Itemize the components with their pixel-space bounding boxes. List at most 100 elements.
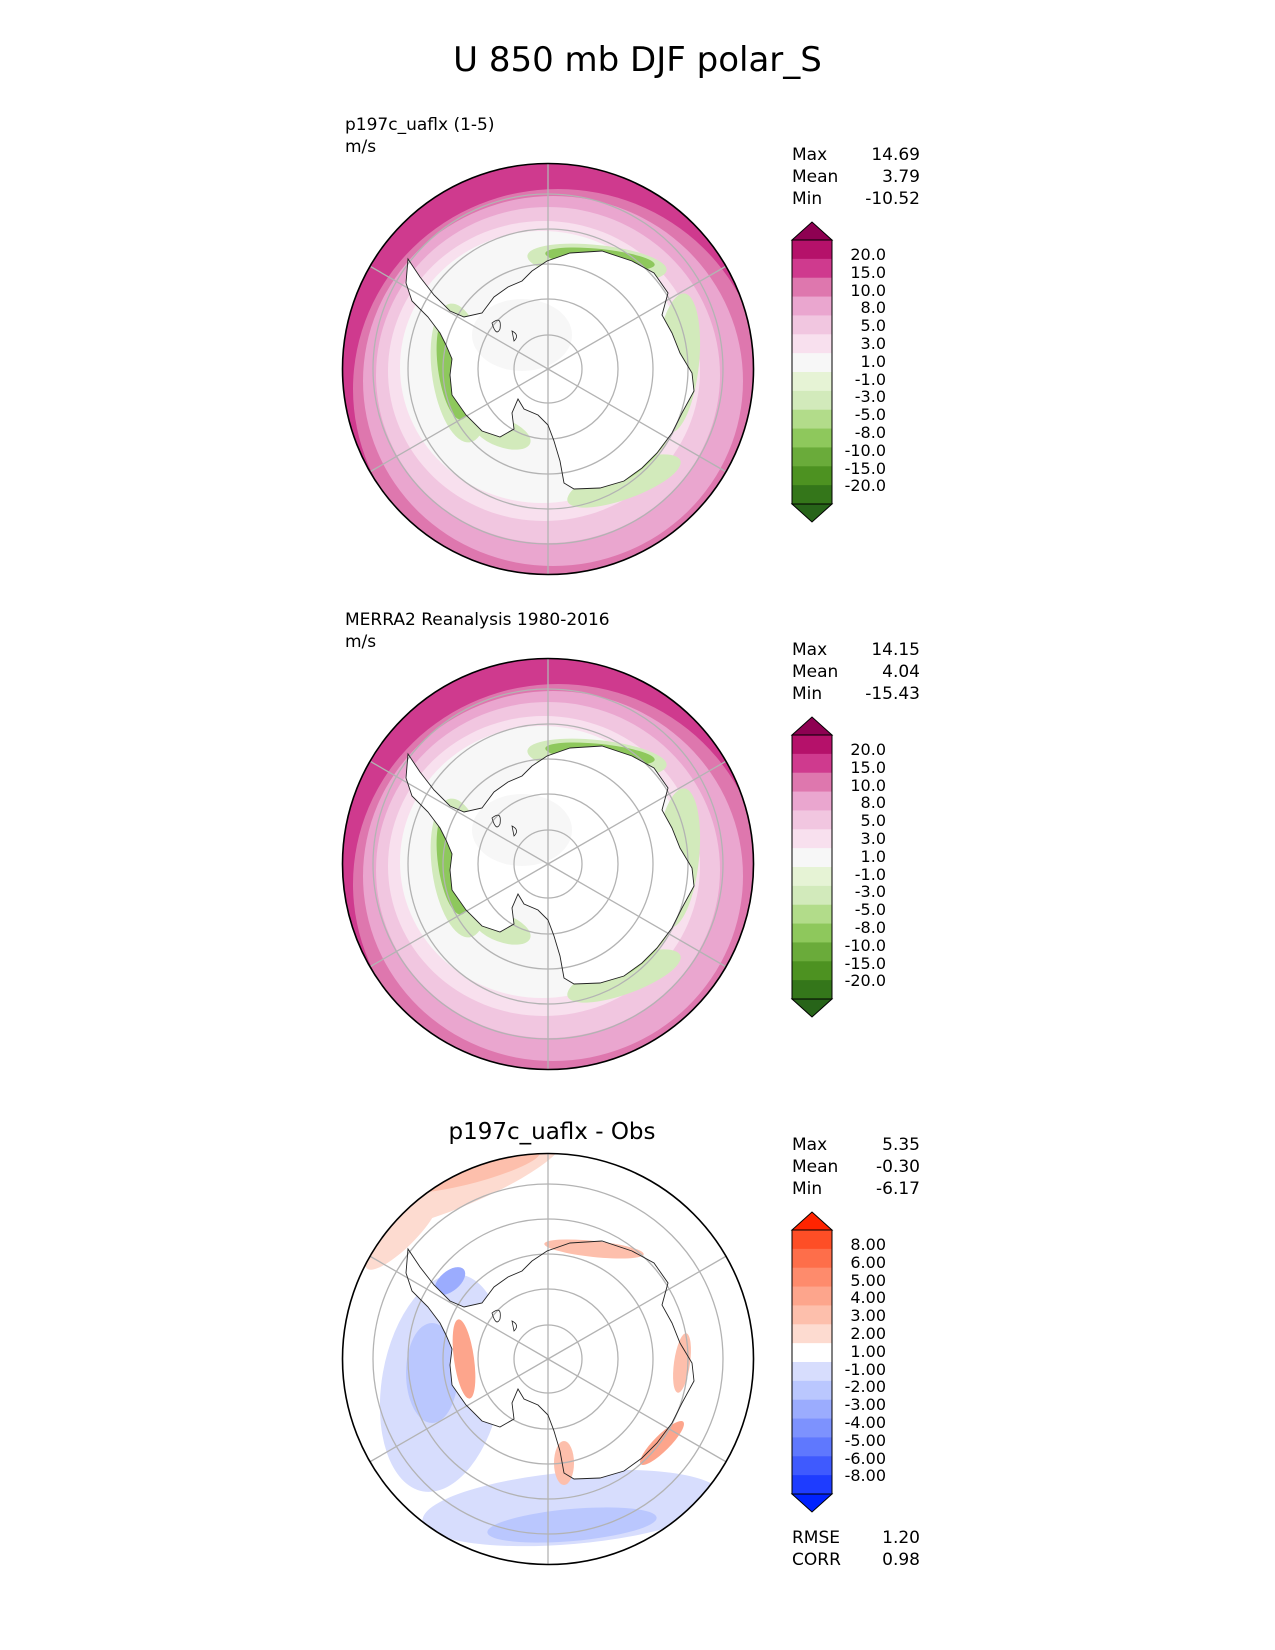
metric-row: CORR 0.98 [792, 1550, 920, 1570]
colorbar-swatch [792, 1456, 832, 1476]
contour-patch [365, 1196, 439, 1270]
meridian-line [369, 265, 549, 370]
graticule [369, 658, 727, 1070]
colorbar-swatch [792, 240, 832, 260]
ice-shelf-outline [491, 319, 517, 342]
colorbar-swatch [792, 428, 832, 448]
colorbar-swatch [792, 1248, 832, 1269]
meridian-line [369, 1255, 549, 1360]
page-title: U 850 mb DJF polar_S [453, 40, 822, 80]
meridian-line [369, 1358, 549, 1463]
colorbar-tick-label: -5.0 [854, 405, 886, 425]
contour-patch [406, 1323, 458, 1423]
colorbar-swatch [792, 258, 832, 279]
colorbar-tick-label: -6.00 [844, 1448, 886, 1468]
colorbar-frame [791, 1229, 833, 1495]
colorbar-swatch [792, 1267, 832, 1288]
colorbar-tick-label: -2.00 [844, 1377, 886, 1397]
contour-patch [472, 794, 572, 866]
field [342, 1153, 754, 1565]
colorbar-swatch [792, 1305, 832, 1325]
panel-1-colorbar [790, 221, 834, 523]
colorbar-tick-label: -8.0 [854, 422, 886, 442]
contour-patch [544, 1239, 644, 1259]
panel-2-label: MERRA2 Reanalysis 1980-2016 [345, 610, 610, 630]
stat-row: Min -6.17 [792, 1179, 920, 1199]
colorbar-tick-label: 15.0 [850, 262, 886, 282]
colorbar-swatch [792, 1475, 832, 1495]
contour-patch [434, 1267, 466, 1295]
colorbar-frame [791, 239, 833, 505]
colorbar-frame [791, 734, 833, 1000]
colorbar-swatch [792, 810, 832, 830]
colorbar-swatch [792, 867, 832, 887]
diff-panel-title: p197c_uaflx - Obs [448, 1119, 656, 1145]
colorbar-swatch [792, 923, 832, 943]
stat-row: Mean 4.04 [792, 662, 920, 682]
panel-1-label: p197c_uaflx (1-5) [345, 115, 495, 135]
colorbar-tick-label: 1.0 [860, 846, 886, 866]
colorbar-swatch [792, 848, 832, 868]
colorbar-tick-label: 8.0 [860, 793, 886, 813]
colorbar-tick-label: -1.0 [854, 864, 886, 884]
panel-2-stats: Max 14.15 Mean 4.04 Min -15.43 [792, 639, 920, 705]
metric-row: RMSE 1.20 [792, 1528, 920, 1548]
colorbar-extend-max [790, 716, 834, 736]
stat-row: Max 14.69 [792, 145, 920, 165]
colorbar-swatch [792, 772, 832, 793]
colorbar-tick-label: 3.0 [860, 828, 886, 848]
colorbar-tick-label: 20.0 [850, 245, 886, 264]
meridian-line [369, 863, 549, 968]
colorbar-tick-label: 5.0 [860, 811, 886, 831]
antarctica-coastline [405, 250, 695, 490]
colorbar-tick-label: 1.00 [850, 1341, 886, 1361]
colorbar-swatch [792, 942, 832, 962]
map-boundary [341, 162, 755, 576]
colorbar-tick-label: -1.0 [854, 369, 886, 389]
colorbar-tick-label: -8.0 [854, 917, 886, 937]
panel-3-stats: Max 5.35 Mean -0.30 Min -6.17 [792, 1134, 920, 1200]
colorbar-tick-label: -15.0 [844, 953, 886, 973]
colorbar-tick-label: 5.00 [850, 1270, 886, 1290]
contour-patch [487, 1507, 657, 1543]
contour-patch [452, 1319, 476, 1399]
panel-3-metrics: RMSE 1.20 CORR 0.98 [792, 1527, 920, 1571]
antarctica-coastline [405, 1240, 695, 1480]
colorbar-tick-label: 5.0 [860, 316, 886, 336]
colorbar-tick-label: 6.00 [850, 1252, 886, 1272]
meridian-line [547, 265, 727, 370]
colorbar-tick-label: 8.0 [860, 298, 886, 318]
colorbar-tick-label: -3.00 [844, 1395, 886, 1415]
colorbar-tick-label: -10.0 [844, 935, 886, 955]
colorbar-tick-label: -1.00 [844, 1359, 886, 1379]
meridian-line [369, 368, 549, 473]
panel-2-units: m/s [345, 632, 377, 652]
panel-1-polar-map [341, 162, 755, 576]
antarctica-coastline [405, 745, 695, 985]
panel-1-colorbar-labels: 20.0 15.0 10.0 8.0 5.0 3.0 1.0 -1.0 -3.0 -5.0 -8.0… [836, 246, 886, 495]
colorbar-swatch [792, 753, 832, 774]
panel-2-colorbar-labels: 20.0 15.0 10.0 8.0 5.0 3.0 1.0 -1.0 -3.0 -5.0 -8.0… [836, 741, 886, 990]
colorbar-tick-label: 8.00 [850, 1235, 886, 1254]
stat-row: Min -15.43 [792, 684, 920, 704]
ice-shelf-outline [491, 1309, 517, 1332]
stat-row: Max 5.35 [792, 1135, 920, 1155]
colorbar-swatch [792, 315, 832, 335]
colorbar-tick-label: 3.00 [850, 1306, 886, 1326]
colorbar-tick-label: 2.00 [850, 1323, 886, 1343]
colorbar-tick-label: 3.0 [860, 333, 886, 353]
colorbar-tick-label: 15.0 [850, 757, 886, 777]
map-boundary [341, 1152, 755, 1566]
colorbar-tick-label: -5.00 [844, 1430, 886, 1450]
panel-3-colorbar [790, 1211, 834, 1513]
panel-2-colorbar [790, 716, 834, 1018]
colorbar-swatch [792, 829, 832, 849]
stat-row: Max 14.15 [792, 640, 920, 660]
colorbar-tick-label: -5.0 [854, 900, 886, 920]
colorbar-tick-label: 10.0 [850, 280, 886, 300]
colorbar-swatch [792, 961, 832, 981]
meridian-line [547, 863, 727, 968]
colorbar-swatch [792, 904, 832, 925]
colorbar-tick-label: -20.0 [844, 971, 886, 991]
colorbar-swatch [792, 791, 832, 811]
